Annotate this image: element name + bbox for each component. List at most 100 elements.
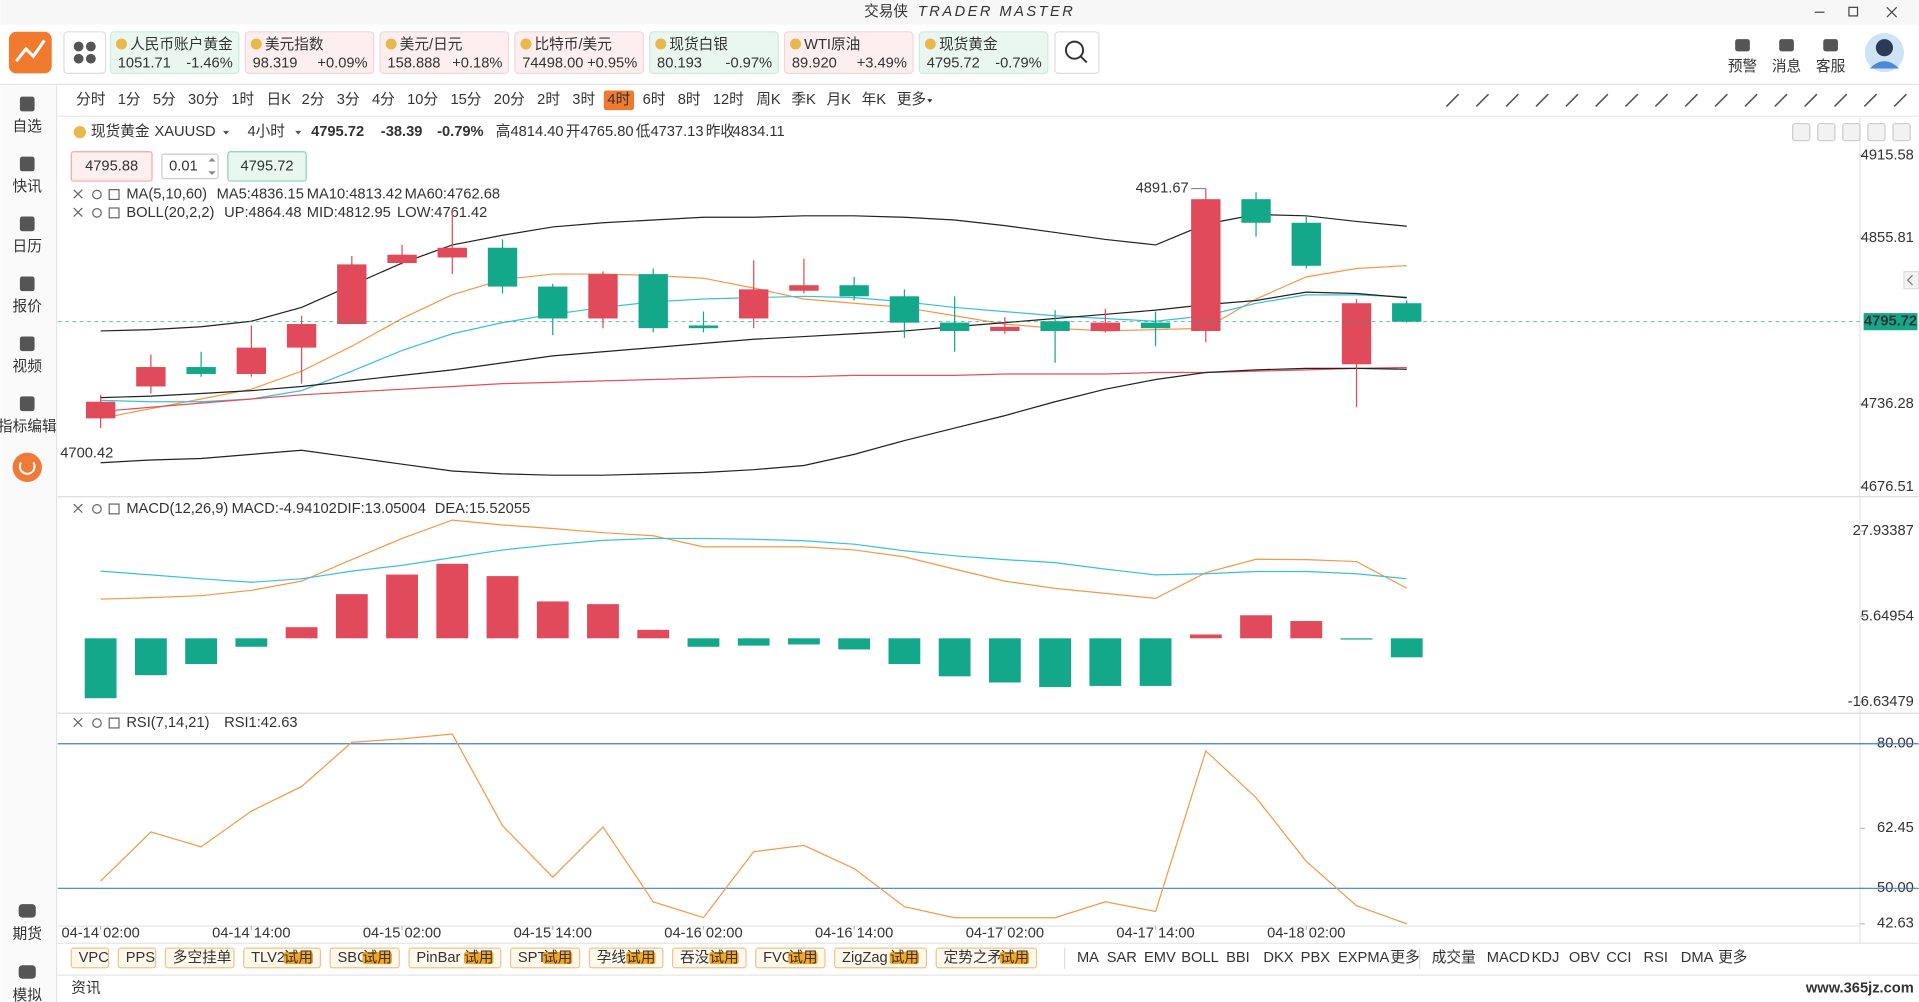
chart-tool[interactable] [1792,122,1811,142]
sub-indicator-tab[interactable]: CCI [1606,950,1631,966]
ticker-card[interactable] [514,31,644,75]
draw-tool[interactable] [1774,93,1788,108]
sidebar-icon[interactable] [18,904,36,918]
timeframe-tab[interactable]: 3分 [337,91,360,108]
sub-indicator-tab[interactable]: 更多 [1718,949,1747,966]
indicator-tab[interactable]: SAR [1107,950,1137,966]
sidebar-icon[interactable] [19,276,35,292]
indicator-tab[interactable]: BBI [1226,950,1250,966]
search-button[interactable] [1054,31,1100,75]
menu-button[interactable] [63,31,107,75]
timeframe-tab[interactable]: 6时 [643,91,666,108]
footer-tab[interactable]: 资讯 [71,979,101,996]
indicator-tab[interactable]: MA [1077,950,1099,966]
legend-toggle[interactable] [108,189,120,201]
indicator-tab[interactable]: BOLL [1181,950,1219,966]
timeframe-tab[interactable]: 1分 [118,91,141,108]
draw-tool[interactable] [1565,93,1579,108]
sidebar-icon[interactable] [19,156,35,172]
lot-stepper[interactable] [208,157,216,175]
timeframe-tab[interactable]: 20分 [494,91,525,108]
sub-indicator-tab[interactable]: 成交量 [1432,948,1476,966]
indicator-tab[interactable]: 更多 [1390,949,1419,966]
action-icon[interactable] [1779,39,1794,52]
timeframe-tab[interactable]: 12时 [713,91,744,108]
legend-settings[interactable] [92,718,102,728]
sub-indicator-tab[interactable]: KDJ [1532,950,1560,966]
timeframe-tab[interactable]: 日K [267,92,292,108]
ticker-card[interactable] [918,31,1049,75]
ticker-card[interactable] [649,31,779,75]
buy-price[interactable]: 4795.72 [241,158,294,174]
draw-tool[interactable] [1804,93,1818,108]
window-controls[interactable] [1814,6,1898,18]
sub-indicator-tab[interactable]: MACD [1487,950,1530,966]
indicator-tab[interactable]: DKX [1263,950,1293,966]
action-icon[interactable] [1735,39,1750,52]
login-button[interactable] [12,452,42,483]
chart-tool[interactable] [1867,122,1886,142]
chart-tool[interactable] [1817,122,1836,142]
timeframe-tab[interactable]: 月K [826,92,851,108]
ticker-card[interactable] [109,31,240,75]
draw-tool[interactable] [1863,93,1878,108]
draw-tool[interactable] [1714,93,1728,108]
timeframe-tab[interactable]: 15分 [450,91,481,108]
legend-close[interactable] [73,503,83,514]
indicator-tab[interactable]: EMV [1144,950,1176,966]
sub-indicator-tab[interactable]: DMA [1681,950,1714,966]
lot-box[interactable] [161,153,219,180]
timeframe-tab[interactable]: 10分 [407,91,438,108]
legend-toggle[interactable] [108,503,120,515]
timeframe-tab[interactable]: 3时 [572,91,595,108]
timeframe-tab[interactable]: 季K [791,91,816,108]
sidebar-icon[interactable] [19,336,35,352]
sidebar-icon[interactable] [18,965,36,979]
draw-tool[interactable] [1893,93,1908,108]
ticker-card[interactable] [783,31,914,75]
action-icon[interactable] [1823,39,1838,52]
timeframe-tab[interactable]: 2时 [537,91,560,108]
ticker-card[interactable] [244,31,375,75]
side-handle[interactable] [1903,270,1919,290]
indicator-tab[interactable]: PBX [1301,950,1331,966]
tool-button[interactable] [164,947,235,969]
buy-box[interactable] [227,151,307,182]
draw-tool[interactable] [1654,93,1669,108]
chart-tool[interactable] [1842,122,1861,142]
sidebar-icon[interactable] [19,216,35,232]
sell-price[interactable]: 4795.88 [85,158,138,174]
legend-toggle[interactable] [108,717,120,729]
sidebar-icon[interactable] [19,96,35,112]
legend-close[interactable] [73,207,83,217]
lot-input[interactable]: 0.01 [169,158,198,174]
draw-tool[interactable] [1535,93,1549,108]
timeframe-tab[interactable]: 4分 [372,91,395,108]
draw-tool[interactable] [1595,93,1609,108]
draw-tool[interactable] [1624,93,1639,108]
timeframe-tab[interactable]: 年K [862,91,887,108]
draw-tool[interactable] [1445,93,1460,108]
sub-indicator-tab[interactable]: OBV [1569,950,1600,966]
draw-tool[interactable] [1744,93,1758,108]
legend-close[interactable] [73,717,83,728]
legend-settings[interactable] [92,504,102,514]
tool-button[interactable] [117,947,157,969]
sub-indicator-tab[interactable]: RSI [1644,950,1668,966]
draw-tool[interactable] [1505,93,1519,108]
timeframe-tab[interactable]: 8时 [678,91,701,108]
timeframe-tab[interactable]: 1时 [231,91,254,108]
timeframe-tab[interactable]: 分时 [76,91,106,108]
legend-settings[interactable] [92,189,102,200]
timeframe-tab[interactable]: 2分 [302,91,325,108]
sell-box[interactable] [70,151,153,182]
legend-toggle[interactable] [108,207,120,219]
ticker-card[interactable] [379,31,510,75]
indicator-tab[interactable]: EXPMA [1338,950,1390,966]
draw-tool[interactable] [1684,93,1699,108]
timeframe-tab[interactable]: 5分 [153,91,176,108]
draw-tool[interactable] [1833,93,1848,108]
legend-settings[interactable] [92,207,102,218]
timeframe-tab[interactable]: 4时 [607,91,630,108]
timeframe-tab[interactable]: 30分 [188,91,219,108]
